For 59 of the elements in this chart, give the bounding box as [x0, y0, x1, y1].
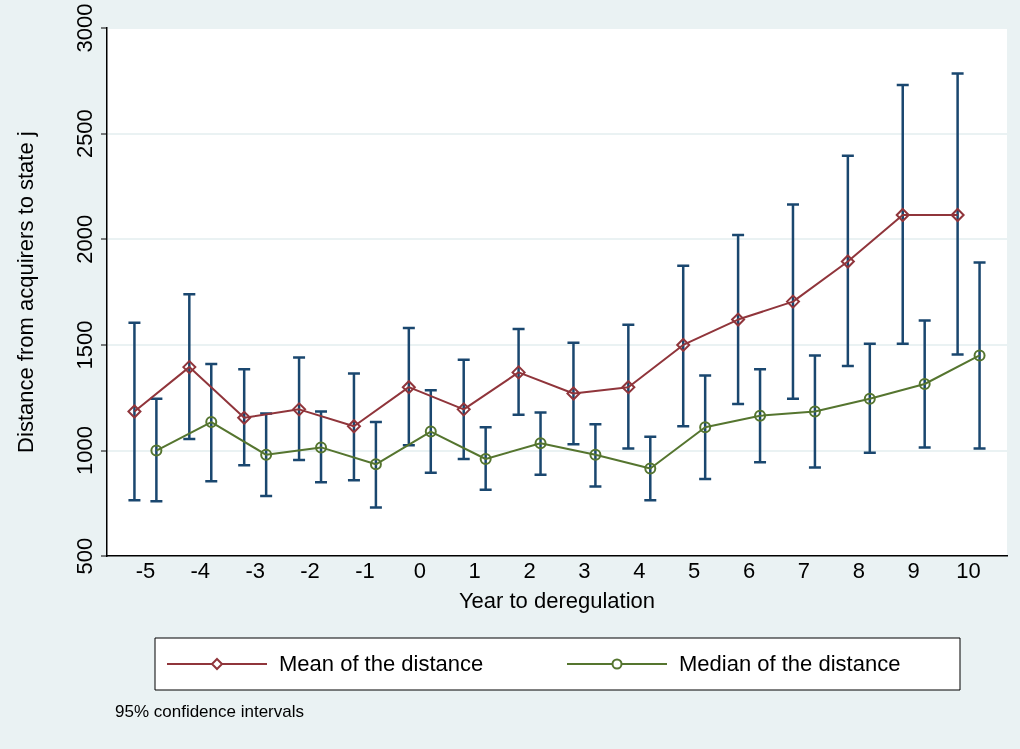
- x-tick-label: 2: [523, 558, 536, 584]
- point: [863, 392, 876, 405]
- point: [237, 410, 252, 425]
- point: [346, 419, 361, 434]
- point: [699, 421, 712, 434]
- x-tick-label: 8: [852, 558, 865, 584]
- point: [621, 380, 636, 395]
- y-tick-label: 2000: [72, 214, 98, 264]
- point: [127, 404, 142, 419]
- y-tick-label: 2500: [72, 109, 98, 159]
- point: [731, 312, 746, 327]
- x-tick-label: 5: [688, 558, 701, 584]
- point: [895, 207, 910, 222]
- point: [973, 349, 986, 362]
- point: [456, 402, 471, 417]
- point: [754, 409, 767, 422]
- y-tick-label: 1000: [72, 426, 98, 476]
- x-tick-label: 3: [578, 558, 591, 584]
- point: [840, 254, 855, 269]
- point: [589, 448, 602, 461]
- point: [260, 448, 273, 461]
- legend-label: Median of the distance: [679, 651, 901, 677]
- point: [566, 386, 581, 401]
- point: [292, 402, 307, 417]
- point: [369, 458, 382, 471]
- y-tick-label: 1500: [72, 320, 98, 370]
- point: [205, 416, 218, 429]
- point: [401, 380, 416, 395]
- point: [479, 453, 492, 466]
- legend-label: Mean of the distance: [279, 651, 484, 677]
- x-tick-label: 1: [468, 558, 481, 584]
- point: [150, 444, 163, 457]
- point: [808, 405, 821, 418]
- x-tick-label: 7: [797, 558, 811, 584]
- point: [534, 437, 547, 450]
- text: 95% confidence intervals: [115, 701, 305, 721]
- point: [918, 378, 931, 391]
- y-axis-title: Distance from acquirers to state j: [13, 131, 39, 453]
- x-tick-label: -5: [135, 558, 156, 584]
- y-tick-label: 3000: [72, 3, 98, 53]
- x-tick-label: -4: [190, 558, 211, 584]
- point: [424, 425, 437, 438]
- x-tick-label: 4: [633, 558, 646, 584]
- point: [950, 207, 965, 222]
- x-tick-label: -3: [245, 558, 265, 584]
- x-tick-label: 9: [907, 558, 920, 584]
- y-tick-label: 500: [72, 537, 98, 575]
- point: [511, 365, 526, 380]
- point: [315, 441, 328, 454]
- point: [785, 294, 800, 309]
- x-tick-label: -1: [355, 558, 375, 584]
- x-tick-label: -2: [300, 558, 320, 584]
- x-tick-label: 6: [742, 558, 756, 584]
- x-tick-label: 0: [413, 558, 426, 584]
- x-tick-label: 10: [956, 558, 981, 584]
- point: [676, 337, 691, 352]
- x-axis-title: Year to deregulation: [458, 587, 656, 613]
- point: [182, 360, 197, 375]
- point: [644, 462, 657, 475]
